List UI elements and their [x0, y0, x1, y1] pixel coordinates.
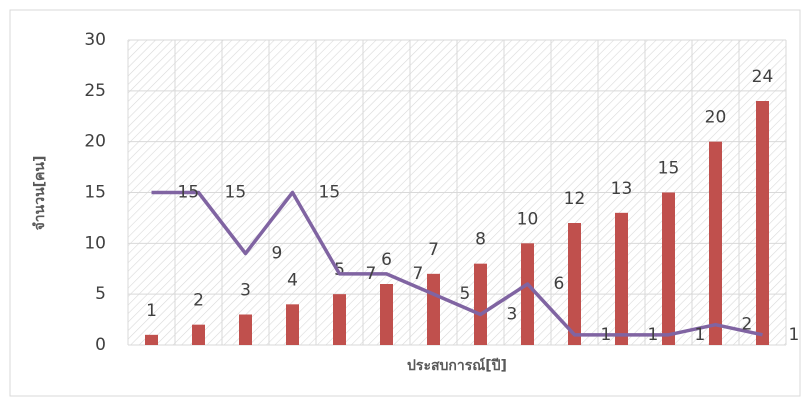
bar	[709, 141, 722, 345]
bar-value-label: 20	[705, 108, 727, 128]
bar	[427, 273, 440, 345]
bar	[192, 324, 205, 345]
y-tick-label: 30	[84, 30, 106, 50]
bar	[145, 334, 158, 345]
y-tick-label: 5	[95, 284, 106, 304]
y-tick-label: 10	[84, 233, 106, 253]
x-axis-title: ประสบการณ์[ปี]	[407, 357, 507, 374]
line-value-label: 15	[319, 183, 341, 203]
bar-value-label: 24	[752, 67, 774, 87]
line-value-label: 3	[507, 305, 518, 325]
line-value-label: 15	[225, 183, 247, 203]
line-value-label: 1	[601, 325, 612, 345]
line-value-label: 15	[178, 183, 200, 203]
line-value-label: 2	[742, 315, 753, 335]
bar	[615, 212, 628, 345]
bar-value-label: 5	[334, 260, 345, 280]
line-value-label: 1	[648, 325, 659, 345]
line-value-label: 5	[460, 284, 471, 304]
bar-value-label: 13	[611, 179, 633, 199]
bar	[380, 284, 393, 345]
bar	[568, 223, 581, 345]
bar	[756, 101, 769, 345]
bar-value-label: 15	[658, 159, 680, 179]
line-value-label: 7	[366, 264, 377, 284]
bar-value-label: 12	[564, 189, 586, 209]
y-tick-label: 20	[84, 132, 106, 152]
bar	[521, 243, 534, 345]
line-value-label: 7	[413, 264, 424, 284]
bar	[474, 263, 487, 345]
bar	[239, 314, 252, 345]
bar-value-label: 3	[240, 281, 251, 301]
bar-value-label: 2	[193, 291, 204, 311]
line-value-label: 9	[272, 244, 283, 264]
y-axis-title: จำนวน[คน]	[32, 156, 48, 231]
line-value-label: 1	[695, 325, 706, 345]
bar	[333, 294, 346, 345]
bar	[662, 192, 675, 345]
bar-value-label: 10	[517, 209, 539, 229]
line-value-label: 6	[554, 274, 565, 294]
bar-value-label: 1	[146, 301, 157, 321]
bar-value-label: 4	[287, 270, 298, 290]
bar	[286, 304, 299, 345]
y-tick-label: 0	[95, 335, 106, 355]
line-value-label: 1	[789, 325, 800, 345]
y-tick-label: 15	[84, 183, 106, 203]
bar-value-label: 6	[381, 250, 392, 270]
line	[151, 190, 763, 337]
bar-value-label: 7	[428, 240, 439, 260]
bar-value-label: 8	[475, 230, 486, 250]
y-tick-label: 25	[84, 81, 106, 101]
